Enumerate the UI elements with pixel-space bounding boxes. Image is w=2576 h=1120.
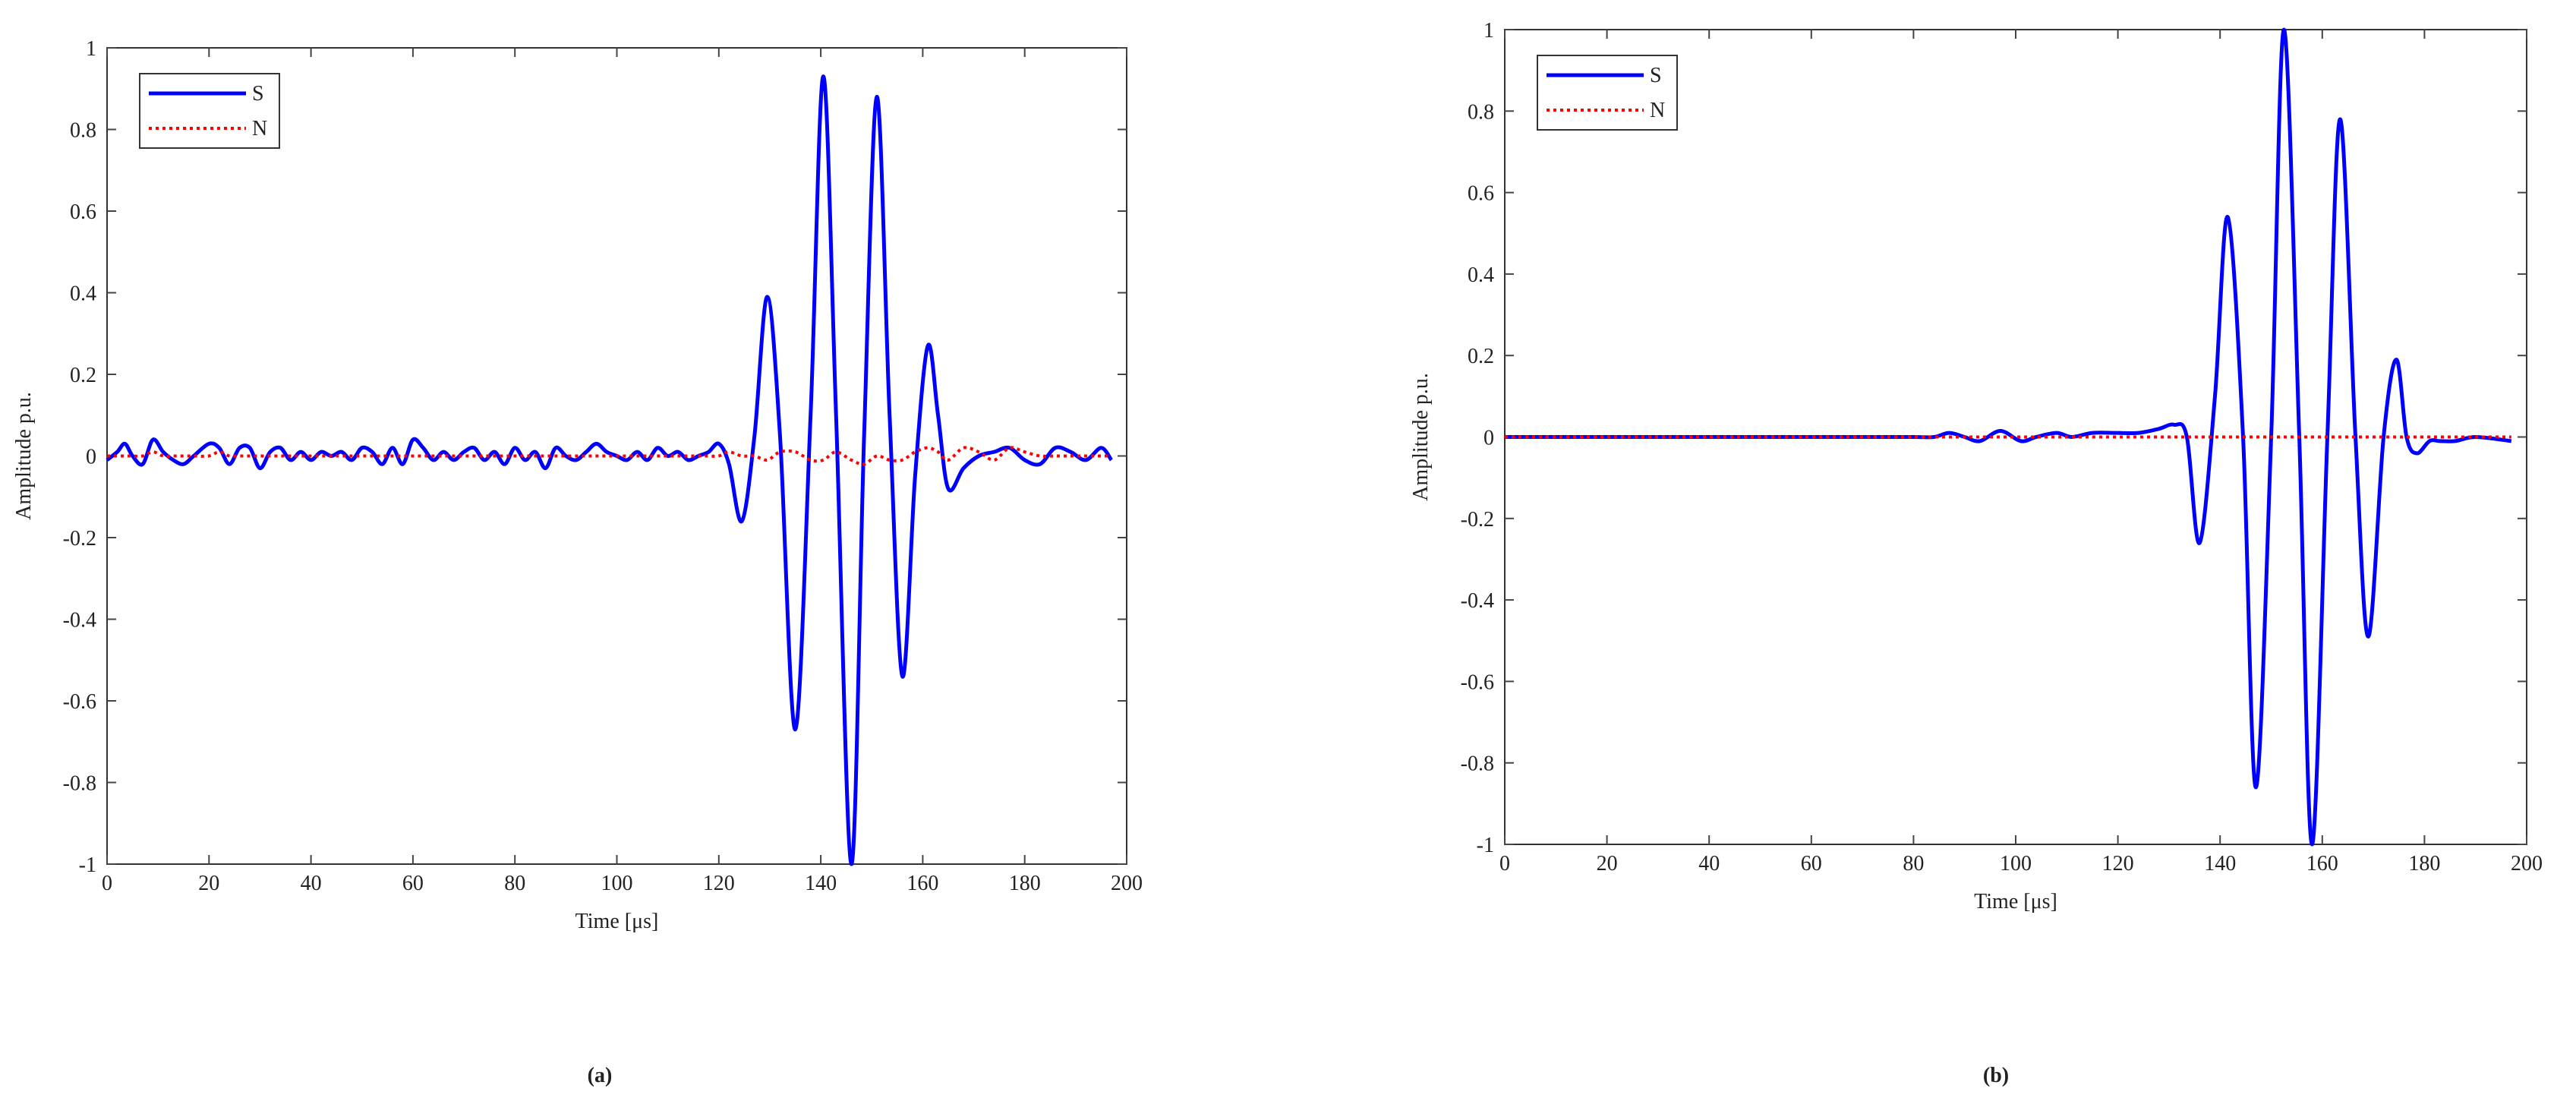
x-tick-label: 100 xyxy=(2000,852,2032,875)
x-tick-label: 140 xyxy=(2204,852,2236,875)
x-tick-label: 0 xyxy=(1499,852,1510,875)
panel-label: (a) xyxy=(588,1064,613,1087)
x-tick-label: 120 xyxy=(2102,852,2134,875)
x-tick-label: 40 xyxy=(301,872,322,895)
y-tick-label: 0.8 xyxy=(1468,100,1494,124)
legend-label: S xyxy=(252,82,264,106)
legend-label: S xyxy=(1650,64,1662,87)
y-tick-label: -0.6 xyxy=(63,690,96,714)
panel-label: (b) xyxy=(1983,1064,2009,1087)
y-tick-label: -0.6 xyxy=(1461,670,1494,694)
legend-box xyxy=(139,73,280,149)
y-tick-label: 1 xyxy=(1483,19,1494,43)
x-tick-label: 200 xyxy=(2511,852,2543,875)
x-tick-label: 60 xyxy=(1801,852,1822,875)
y-tick-label: -0.8 xyxy=(1461,752,1494,776)
x-tick-label: 20 xyxy=(198,872,219,895)
x-tick-label: 80 xyxy=(1903,852,1924,875)
y-tick-label: -0.2 xyxy=(1461,508,1494,532)
x-axis-label: Time [μs] xyxy=(575,910,659,933)
x-tick-label: 100 xyxy=(601,872,633,895)
x-tick-label: 20 xyxy=(1597,852,1618,875)
y-tick-label: 0 xyxy=(1483,427,1494,450)
y-tick-label: 0.6 xyxy=(70,200,96,224)
x-tick-label: 80 xyxy=(504,872,525,895)
y-tick-label: -1 xyxy=(79,853,96,877)
y-tick-label: 0.2 xyxy=(1468,345,1494,368)
y-tick-label: 0.4 xyxy=(70,282,96,306)
x-tick-label: 0 xyxy=(102,872,112,895)
legend-label: N xyxy=(1650,99,1665,122)
x-tick-label: 140 xyxy=(805,872,837,895)
y-tick-label: 1 xyxy=(86,37,96,61)
series-line xyxy=(1505,27,2512,847)
y-tick-label: -0.2 xyxy=(63,527,96,551)
legend-label: N xyxy=(252,117,267,140)
y-tick-label: -1 xyxy=(1477,834,1494,857)
y-axis-label: Amplitude p.u. xyxy=(12,392,36,520)
x-tick-label: 40 xyxy=(1698,852,1720,875)
y-tick-label: 0.8 xyxy=(70,119,96,143)
x-axis-label: Time [μs] xyxy=(1974,890,2057,913)
x-tick-label: 200 xyxy=(1111,872,1143,895)
y-tick-label: -0.4 xyxy=(1461,589,1494,613)
x-tick-label: 180 xyxy=(2408,852,2440,875)
y-tick-label: -0.8 xyxy=(63,772,96,796)
y-tick-label: 0.4 xyxy=(1468,263,1494,287)
y-tick-label: 0 xyxy=(86,446,96,469)
y-tick-label: -0.4 xyxy=(63,609,96,633)
y-axis-label: Amplitude p.u. xyxy=(1409,373,1433,501)
x-tick-label: 160 xyxy=(906,872,938,895)
x-tick-label: 180 xyxy=(1009,872,1041,895)
x-tick-label: 120 xyxy=(703,872,735,895)
series-line xyxy=(106,74,1113,866)
y-tick-label: 0.2 xyxy=(70,364,96,387)
legend-box xyxy=(1537,55,1678,131)
x-tick-label: 60 xyxy=(402,872,424,895)
y-tick-label: 0.6 xyxy=(1468,182,1494,206)
x-tick-label: 160 xyxy=(2306,852,2338,875)
